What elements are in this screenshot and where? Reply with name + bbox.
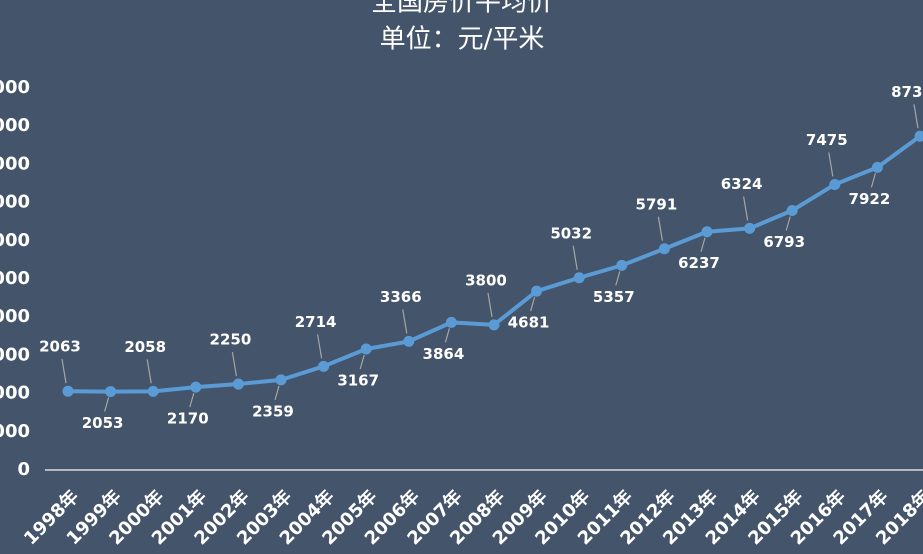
data-label: 6324 <box>721 175 763 193</box>
point <box>232 378 244 390</box>
data-label: 2058 <box>124 338 166 356</box>
y-tick-label: 0 <box>17 459 30 480</box>
leader-line <box>870 173 876 188</box>
point <box>616 259 628 271</box>
data-label: 2063 <box>39 338 81 356</box>
y-tick-label: 6000 <box>0 230 30 251</box>
point <box>871 161 883 173</box>
data-label: 2359 <box>252 402 294 420</box>
leader-line <box>657 216 663 241</box>
y-tick-label: 9000 <box>0 115 30 136</box>
y-tick-label: 7000 <box>0 192 30 213</box>
point <box>360 343 372 355</box>
data-label: 7475 <box>806 131 848 149</box>
leader-line <box>444 328 450 343</box>
chart-subtitle: 单位：元/平米 <box>380 25 545 55</box>
leader-line <box>189 392 195 408</box>
chart-title: 全国房价平均价 <box>371 0 553 18</box>
leader-line <box>402 309 408 334</box>
point <box>786 205 798 217</box>
y-tick-label: 2000 <box>0 383 30 404</box>
point <box>573 272 585 284</box>
leader-line <box>487 292 493 317</box>
leader-line <box>231 351 237 377</box>
data-label: 6793 <box>763 233 805 251</box>
leader-line <box>785 216 791 231</box>
data-label: 5357 <box>593 288 635 306</box>
y-tick-label: 8000 <box>0 153 30 174</box>
y-tick-label: 4000 <box>0 306 30 327</box>
point <box>318 360 330 372</box>
data-label: 5032 <box>550 224 592 242</box>
data-label: 2714 <box>295 313 337 331</box>
leader-line <box>530 297 536 312</box>
data-label: 2053 <box>82 414 124 432</box>
point <box>531 285 543 297</box>
data-label: 3864 <box>423 345 465 363</box>
point <box>403 335 415 347</box>
point <box>829 178 841 190</box>
point <box>445 316 457 328</box>
y-tick-label: 3000 <box>0 344 30 365</box>
point <box>914 130 923 142</box>
point <box>744 222 756 234</box>
data-label: 2250 <box>210 331 252 349</box>
data-label: 2170 <box>167 410 209 428</box>
y-tick-label: 5000 <box>0 268 30 289</box>
point <box>488 319 500 331</box>
data-label: 3167 <box>337 372 379 390</box>
point <box>658 243 670 255</box>
leader-line <box>572 245 578 270</box>
y-tick-label: 10000 <box>0 77 30 98</box>
leader-line <box>615 271 621 286</box>
point <box>275 374 287 386</box>
leader-line <box>743 196 749 221</box>
leader-line <box>146 359 152 384</box>
leader-line <box>317 334 323 359</box>
leader-line <box>828 152 834 177</box>
leader-line <box>700 237 706 252</box>
data-label: 6237 <box>678 254 720 272</box>
y-tick-label: 1000 <box>0 421 30 442</box>
data-label: 7922 <box>849 190 891 208</box>
leader-line <box>274 385 280 401</box>
data-label: 4681 <box>508 314 550 332</box>
point <box>190 381 202 393</box>
point <box>105 386 117 398</box>
data-label: 8736 <box>891 83 923 101</box>
point <box>147 385 159 397</box>
point <box>701 226 713 238</box>
leader-line <box>61 359 67 384</box>
data-label: 3800 <box>465 271 507 289</box>
data-label: 5791 <box>636 195 678 213</box>
leader-line <box>913 104 919 129</box>
data-label: 3366 <box>380 288 422 306</box>
leader-line <box>359 354 365 370</box>
leader-line <box>104 397 110 412</box>
point <box>62 385 74 397</box>
